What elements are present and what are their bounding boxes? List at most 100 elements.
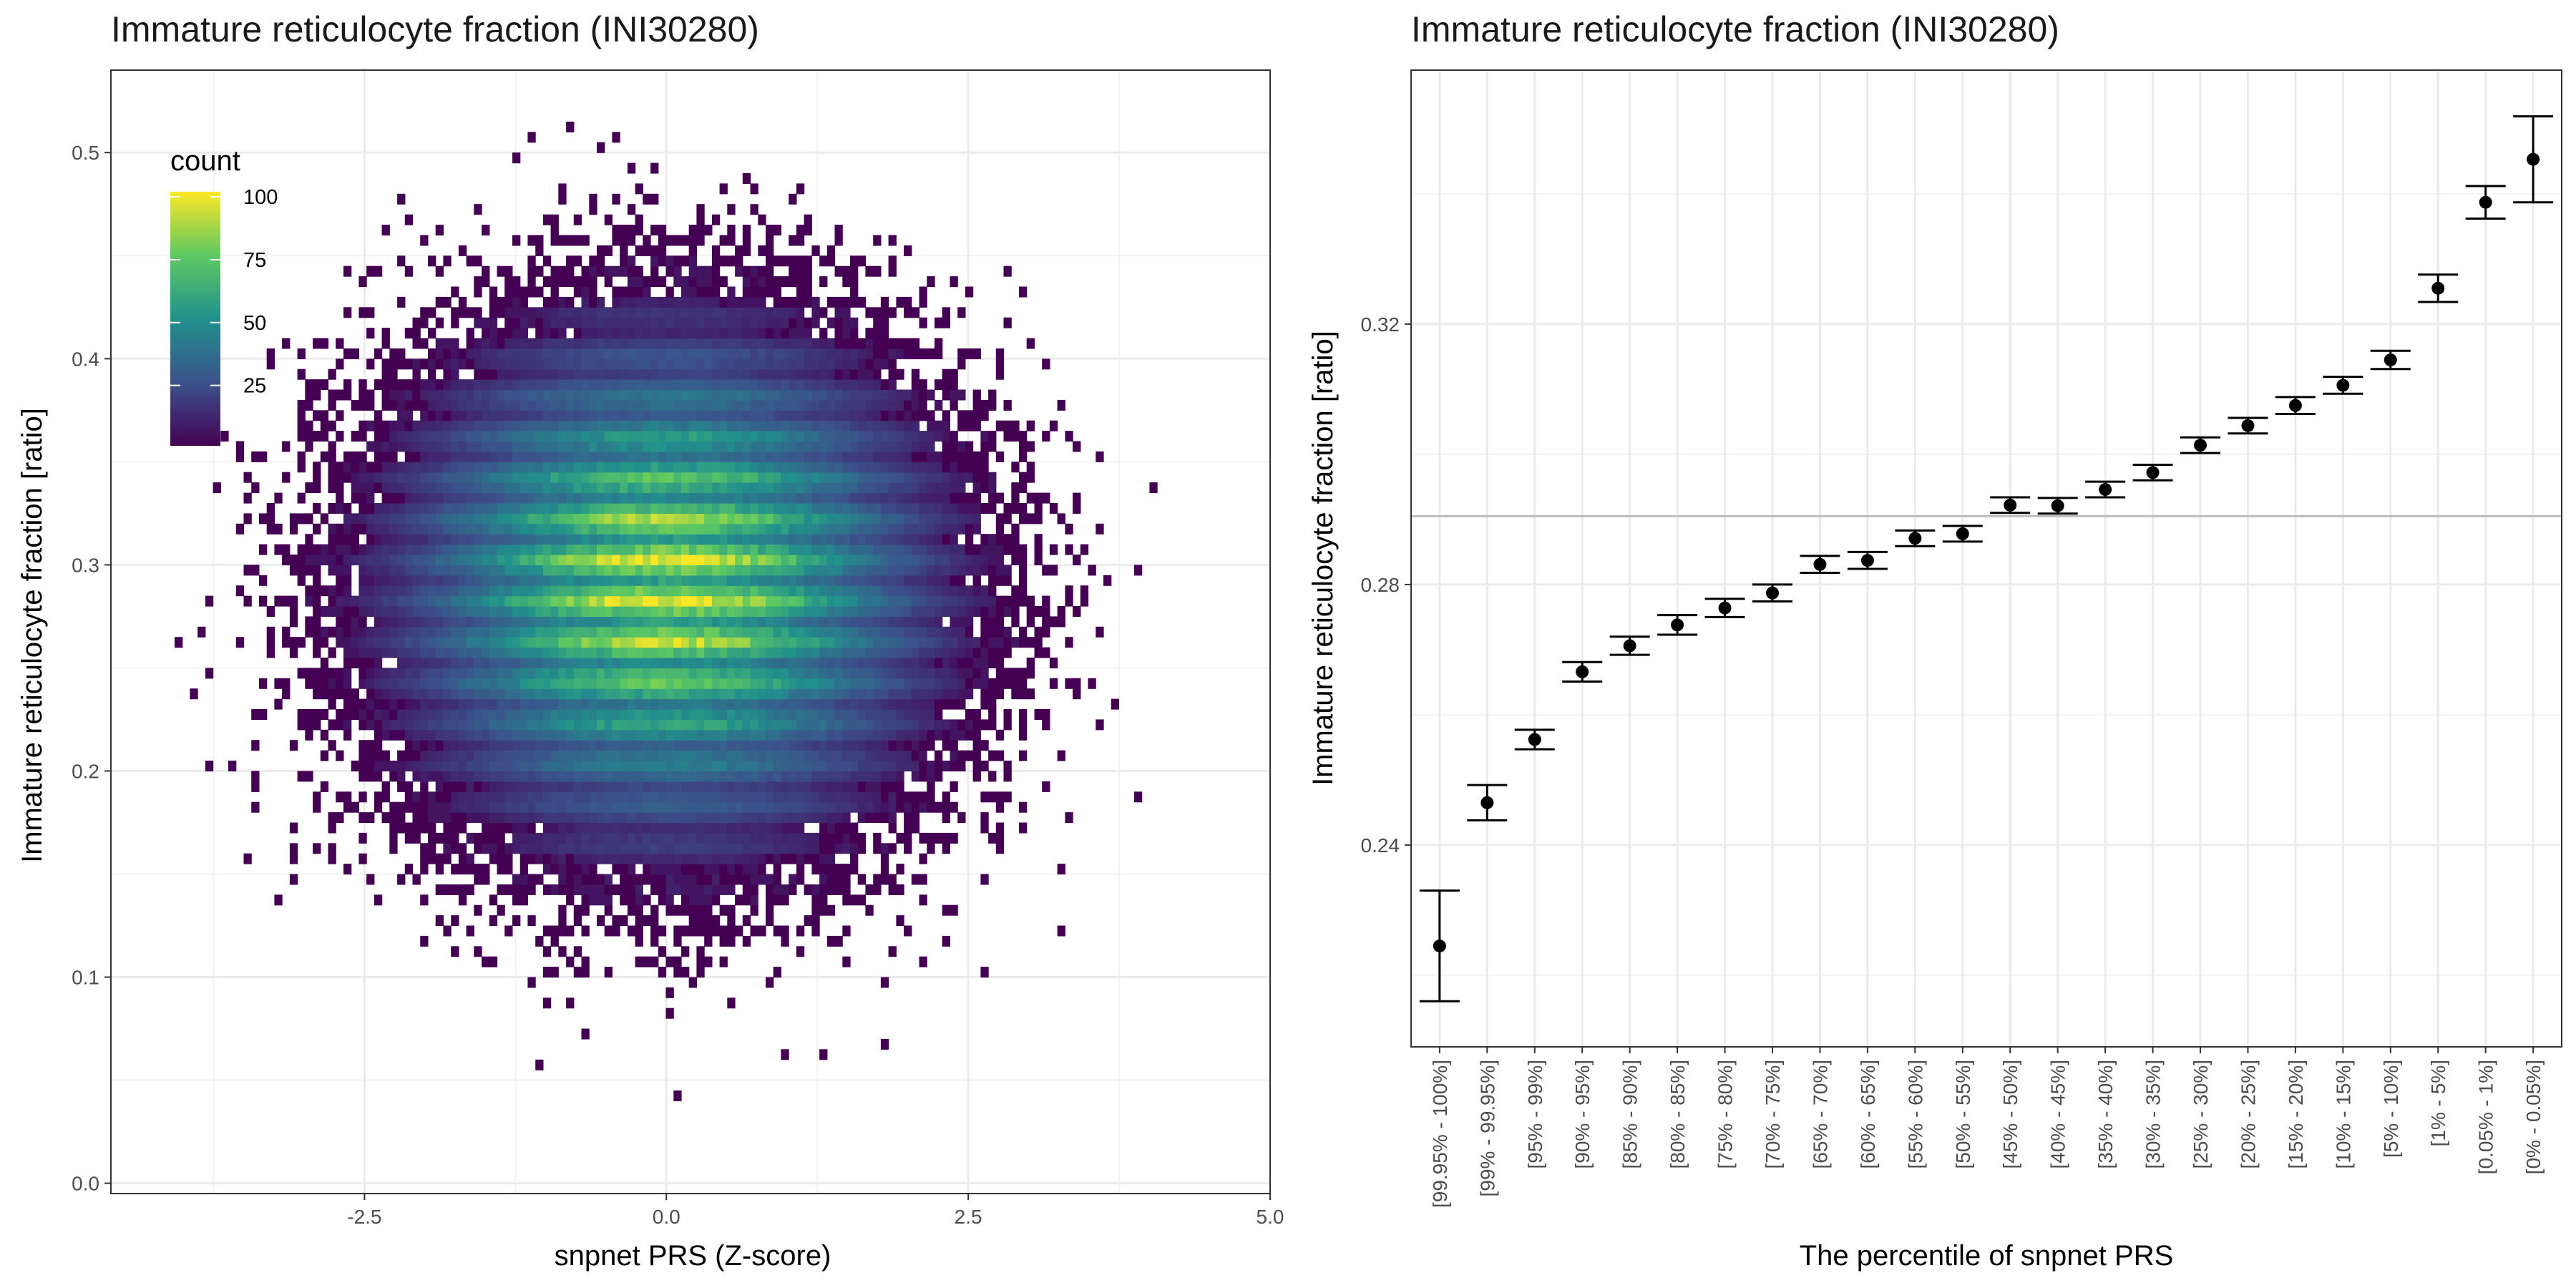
heatmap-cell bbox=[735, 925, 743, 937]
heatmap-cell bbox=[857, 472, 866, 483]
heatmap-cell bbox=[781, 399, 789, 411]
heatmap-cell bbox=[343, 801, 352, 813]
heatmap-cell bbox=[704, 523, 713, 535]
heatmap-cell bbox=[696, 296, 705, 308]
heatmap-cell bbox=[589, 606, 597, 617]
heatmap-cell bbox=[435, 225, 444, 236]
heatmap-cell bbox=[719, 183, 728, 195]
heatmap-cell bbox=[381, 791, 390, 803]
heatmap-cell bbox=[911, 472, 920, 483]
heatmap-cell bbox=[512, 503, 521, 514]
heatmap-cell bbox=[711, 399, 721, 411]
heatmap-cell bbox=[466, 791, 474, 803]
heatmap-cell bbox=[688, 864, 697, 875]
heatmap-cell bbox=[374, 750, 383, 761]
heatmap-cell bbox=[826, 296, 836, 308]
heatmap-cell bbox=[497, 555, 505, 565]
heatmap-cell bbox=[826, 399, 836, 411]
heatmap-cell bbox=[550, 431, 559, 442]
heatmap-cell bbox=[404, 328, 414, 339]
heatmap-cell bbox=[766, 431, 774, 442]
heatmap-cell bbox=[451, 884, 459, 895]
heatmap-cell bbox=[542, 709, 552, 720]
heatmap-cell bbox=[873, 534, 882, 545]
heatmap-cell bbox=[458, 781, 467, 792]
heatmap-cell bbox=[727, 462, 736, 473]
heatmap-cell bbox=[811, 637, 820, 648]
heatmap-cell bbox=[704, 698, 713, 710]
heatmap-cell bbox=[397, 822, 406, 834]
heatmap-cell bbox=[474, 688, 482, 700]
heatmap-cell bbox=[627, 348, 636, 359]
heatmap-cell bbox=[719, 565, 728, 576]
heatmap-cell bbox=[804, 513, 812, 525]
heatmap-cell bbox=[727, 606, 736, 617]
heatmap-cell bbox=[358, 616, 367, 628]
heatmap-cell bbox=[519, 472, 528, 483]
heatmap-cell bbox=[719, 544, 728, 555]
heatmap-cell bbox=[681, 781, 690, 792]
heatmap-cell bbox=[688, 709, 697, 720]
heatmap-cell bbox=[589, 555, 597, 565]
heatmap-cell bbox=[589, 451, 597, 462]
heatmap-cell bbox=[589, 740, 597, 751]
heatmap-cell bbox=[458, 348, 467, 359]
heatmap-cell bbox=[389, 761, 398, 771]
heatmap-cell bbox=[750, 801, 758, 813]
heatmap-cell bbox=[612, 761, 620, 771]
heatmap-cell bbox=[412, 358, 421, 370]
heatmap-cell bbox=[826, 389, 836, 401]
heatmap-cell bbox=[343, 698, 352, 710]
heatmap-cell bbox=[412, 328, 421, 339]
heatmap-cell bbox=[235, 637, 245, 648]
heatmap-cell bbox=[474, 523, 482, 535]
heatmap-cell bbox=[681, 565, 690, 576]
heatmap-cell bbox=[604, 884, 613, 895]
heatmap-cell bbox=[358, 750, 367, 761]
heatmap-cell bbox=[665, 265, 674, 277]
heatmap-cell bbox=[397, 771, 406, 782]
heatmap-cell bbox=[965, 678, 974, 689]
heatmap-cell bbox=[443, 595, 452, 607]
heatmap-cell bbox=[842, 523, 851, 535]
heatmap-cell bbox=[688, 235, 697, 246]
heatmap-cell bbox=[834, 389, 843, 401]
heatmap-cell bbox=[474, 369, 482, 380]
heatmap-cell bbox=[489, 781, 498, 792]
heatmap-cell bbox=[451, 389, 459, 401]
heatmap-cell bbox=[711, 698, 721, 710]
heatmap-cell bbox=[597, 358, 605, 370]
heatmap-cell bbox=[888, 637, 897, 648]
heatmap-cell bbox=[527, 853, 536, 864]
heatmap-cell bbox=[711, 462, 721, 473]
heatmap-cell bbox=[535, 1059, 544, 1070]
heatmap-cell bbox=[673, 369, 682, 380]
heatmap-cell bbox=[512, 358, 521, 370]
heatmap-cell bbox=[404, 503, 414, 514]
heatmap-cell bbox=[811, 719, 820, 731]
heatmap-cell bbox=[620, 771, 628, 782]
heatmap-cell bbox=[811, 626, 820, 638]
heatmap-cell bbox=[428, 410, 436, 421]
heatmap-cell bbox=[665, 358, 674, 370]
heatmap-cell bbox=[504, 503, 513, 514]
heatmap-cell bbox=[604, 307, 613, 318]
heatmap-cell bbox=[742, 276, 751, 288]
heatmap-cell bbox=[842, 606, 851, 617]
heatmap-cell bbox=[535, 606, 544, 617]
heatmap-cell bbox=[789, 503, 797, 514]
heatmap-cell bbox=[704, 729, 713, 741]
heatmap-cell bbox=[351, 451, 359, 462]
heatmap-cell bbox=[842, 719, 851, 731]
heatmap-cell bbox=[420, 801, 429, 813]
heatmap-cell bbox=[804, 853, 812, 864]
heatmap-cell bbox=[589, 265, 597, 277]
heatmap-cell bbox=[842, 698, 851, 710]
heatmap-cell bbox=[688, 462, 697, 473]
heatmap-cell bbox=[566, 874, 575, 885]
heatmap-cell bbox=[643, 503, 651, 514]
heatmap-cell bbox=[435, 358, 444, 370]
heatmap-cell bbox=[819, 585, 828, 597]
heatmap-cell bbox=[612, 534, 620, 545]
heatmap-cell bbox=[566, 462, 575, 473]
